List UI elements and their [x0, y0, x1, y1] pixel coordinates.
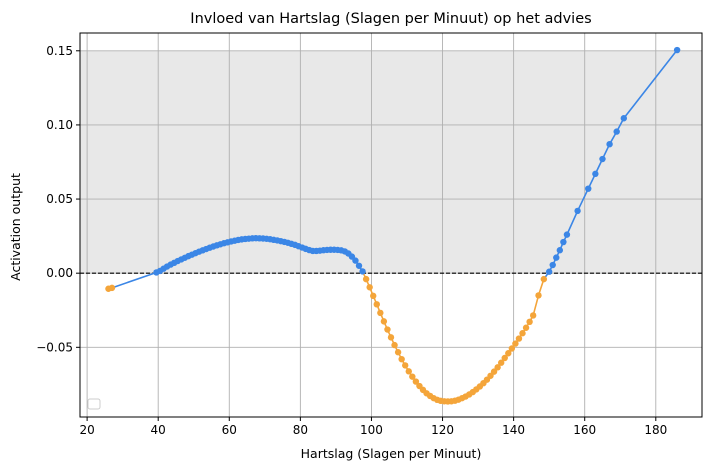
plot-frame	[79, 32, 703, 418]
data-point	[359, 268, 366, 275]
data-point	[620, 115, 628, 122]
grid-lines	[80, 33, 702, 417]
data-point	[560, 238, 567, 246]
data-point	[402, 362, 409, 369]
x-tick-label: 60	[222, 423, 237, 437]
data-point	[540, 275, 548, 283]
data-point	[673, 46, 681, 54]
data-point	[545, 268, 553, 275]
axes-frame	[79, 32, 703, 418]
series-segment	[111, 271, 158, 289]
data-point	[515, 335, 523, 342]
data-point	[553, 254, 560, 261]
data-point	[522, 324, 530, 331]
data-point	[352, 257, 359, 264]
data-series	[105, 46, 681, 405]
data-point	[529, 312, 537, 319]
chart-title: Invloed van Hartslag (Slagen per Minuut)…	[190, 11, 591, 27]
data-point	[391, 341, 398, 349]
data-point	[519, 330, 526, 337]
y-axis-ticks: 0.15 0.10 0.05 0.00 −0.05	[36, 44, 80, 354]
x-tick-label: 40	[151, 423, 166, 437]
data-point	[592, 170, 599, 178]
data-point	[366, 284, 373, 291]
x-axis-label: Hartslag (Slagen per Minuut)	[301, 446, 482, 461]
series-segment	[532, 294, 540, 317]
data-point	[505, 350, 512, 357]
data-point	[387, 334, 395, 341]
x-tick-label: 80	[293, 423, 308, 437]
data-point	[494, 364, 501, 371]
data-point	[613, 128, 620, 135]
data-point	[355, 262, 363, 269]
data-point	[384, 326, 391, 333]
y-tick-label: 0.05	[46, 192, 73, 206]
data-point	[362, 275, 370, 283]
data-point	[405, 368, 412, 375]
y-tick-label: 0.15	[46, 44, 73, 58]
data-point	[508, 345, 516, 352]
plot-area	[80, 50, 702, 274]
y-axis-label: Activation output	[8, 173, 23, 281]
data-point	[585, 185, 592, 192]
data-point	[535, 292, 542, 299]
data-point	[574, 207, 581, 215]
data-point	[377, 309, 384, 317]
data-point	[409, 373, 416, 380]
x-axis-ticks: 20 40 60 80 100 120 140 160 180	[79, 417, 667, 437]
y-tick-label: −0.05	[36, 340, 73, 354]
data-point	[490, 368, 498, 375]
data-point	[108, 284, 116, 292]
legend-box	[87, 398, 101, 410]
data-point	[606, 140, 613, 148]
x-tick-label: 180	[644, 423, 667, 437]
y-tick-label: 0.10	[46, 118, 73, 132]
data-point	[512, 340, 519, 347]
data-point	[380, 318, 388, 325]
data-point	[398, 355, 405, 363]
data-point	[370, 292, 377, 300]
data-point	[394, 349, 402, 356]
series-segment	[623, 49, 678, 120]
data-point	[497, 359, 505, 366]
data-point	[599, 155, 606, 163]
x-tick-label: 100	[360, 423, 383, 437]
data-point	[373, 301, 380, 308]
y-tick-label: 0.00	[46, 266, 73, 280]
data-point	[556, 247, 564, 254]
series-segment	[576, 187, 590, 212]
x-tick-label: 20	[79, 423, 94, 437]
x-tick-label: 120	[431, 423, 454, 437]
data-point	[412, 378, 420, 385]
data-point	[526, 318, 533, 326]
x-tick-label: 160	[573, 423, 596, 437]
data-point	[549, 261, 556, 269]
series-segment	[566, 210, 579, 236]
data-point	[563, 231, 571, 238]
data-point	[487, 372, 494, 379]
shaded-region	[80, 50, 702, 274]
x-tick-label: 140	[502, 423, 525, 437]
data-point	[501, 354, 508, 362]
